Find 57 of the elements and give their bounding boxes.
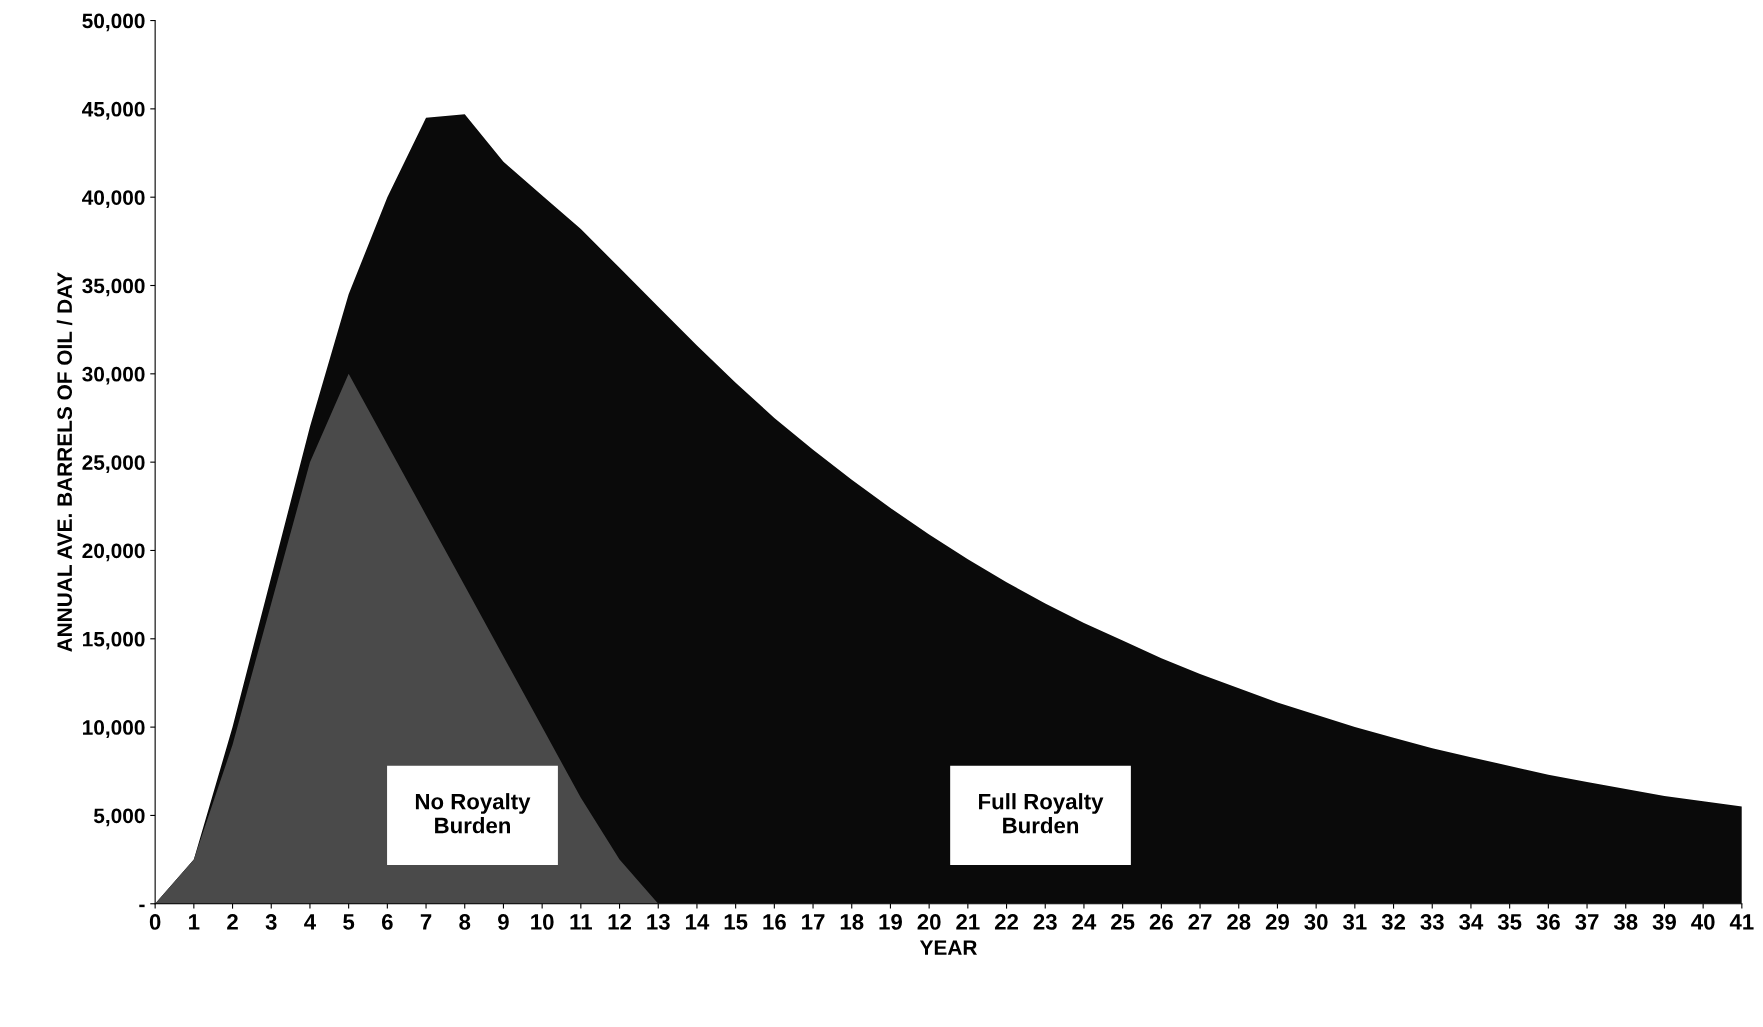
y-tick-label: - [139,904,145,908]
y-tick-label: 30,000 [82,366,145,385]
x-tick-label: 33 [1420,914,1444,930]
x-tick-label: 38 [1613,914,1638,930]
x-tick-label: 11 [570,914,592,930]
x-tick-label: 17 [802,914,825,930]
x-axis-title: YEAR [919,940,978,955]
y-tick-label: 10,000 [83,720,145,738]
y-tick-label: 15,000 [83,631,145,650]
x-tick-label: 16 [763,914,786,930]
x-tick-label: 0 [149,914,161,930]
y-axis-title: ANNUAL AVE. BARRELS OF OIL / DAY [56,272,73,652]
y-tick-label: 45,000 [82,101,145,120]
x-tick-label: 37 [1575,914,1599,930]
x-tick-label: 19 [879,914,902,930]
x-tick-label: 10 [531,914,554,930]
x-tick-label: 28 [1227,914,1251,930]
x-tick-label: 20 [917,914,941,930]
x-tick-label: 32 [1381,914,1406,930]
x-tick-label: 15 [724,914,748,930]
x-tick-label: 39 [1652,914,1676,930]
x-tick-label: 36 [1536,914,1560,930]
x-tick-label: 8 [459,914,471,930]
y-tick-label: 50,000 [82,13,145,32]
x-tick-label: 5 [343,914,355,930]
x-tick-label: 18 [840,914,864,930]
x-tick-label: 40 [1691,914,1715,930]
x-tick-label: 35 [1497,914,1522,930]
x-tick-label: 27 [1188,914,1212,930]
x-tick-label: 13 [647,914,670,930]
annotation: Full Royalty Burden [979,793,1104,834]
x-tick-label: 2 [227,914,238,930]
x-tick-label: 9 [498,914,509,930]
x-tick-label: 23 [1033,914,1057,930]
y-tick-label: 35,000 [82,278,145,297]
x-tick-label: 4 [304,914,316,930]
y-tick-label: 25,000 [82,455,145,473]
y-tick-label: 20,000 [82,543,145,562]
x-tick-label: 6 [381,914,393,930]
x-tick-label: 12 [608,914,632,930]
x-tick-label: 34 [1459,914,1484,930]
x-tick-label: 7 [420,914,432,930]
x-tick-label: 24 [1072,914,1097,930]
annotation: No Royalty Burden [415,793,531,834]
x-tick-label: 25 [1111,914,1135,930]
x-tick-label: 22 [994,914,1019,930]
x-tick-label: 31 [1343,914,1367,930]
x-tick-label: 14 [685,914,710,930]
y-tick-label: 5,000 [93,808,145,827]
x-tick-label: 30 [1304,914,1328,930]
x-tick-label: 3 [265,914,277,930]
x-tick-label: 26 [1149,914,1173,930]
x-tick-label: 41 [1729,914,1754,930]
x-tick-label: 1 [189,914,200,930]
x-tick-label: 21 [956,914,980,930]
y-tick-label: 40,000 [82,190,145,208]
x-tick-label: 29 [1265,914,1289,930]
